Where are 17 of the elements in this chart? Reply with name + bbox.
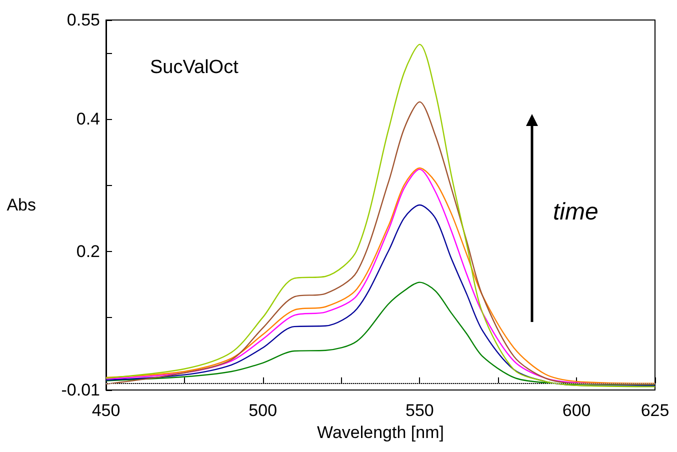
y-tick-label: 0.4	[76, 110, 100, 129]
y-axis-title: Abs	[6, 196, 36, 214]
y-tick-label: 0.2	[76, 242, 100, 261]
y-tick-label: 0.55	[66, 10, 100, 30]
x-tick-label: 600	[562, 401, 591, 420]
line-series	[105, 101, 656, 385]
y-tick-label: -0.01	[61, 380, 100, 400]
annotation: time	[553, 198, 598, 226]
line-series	[105, 44, 656, 388]
x-tick-label: 500	[248, 401, 278, 420]
line-series	[105, 204, 656, 387]
x-tick-label: 450	[92, 401, 120, 420]
x-tick-label: 625	[640, 401, 670, 420]
line-series	[105, 282, 656, 386]
x-tick-label: 550	[406, 401, 434, 420]
x-axis-title: Wavelength [nm]	[317, 422, 444, 442]
annotation: SucValOct	[150, 57, 240, 78]
